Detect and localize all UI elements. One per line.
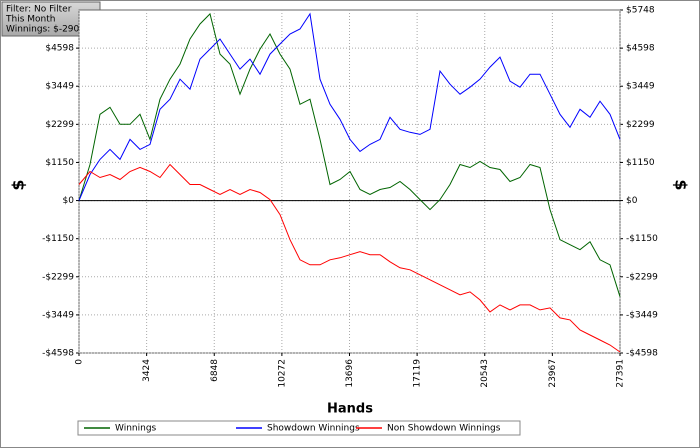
y-axis-label: $ <box>9 179 28 190</box>
y2-tick-label: -$1150 <box>626 234 658 244</box>
y-tick-label: -$2299 <box>42 272 74 282</box>
x-tick-label: 20543 <box>480 359 490 388</box>
y2-tick-label: $2299 <box>626 120 655 130</box>
y2-tick-label: $0 <box>626 196 638 206</box>
legend <box>77 420 521 436</box>
x-tick-label: 23967 <box>548 359 558 388</box>
x-tick-label: 17119 <box>413 359 423 388</box>
y2-tick-label: -$3449 <box>626 310 658 320</box>
y-tick-label: -$4598 <box>42 349 74 359</box>
filter-text: Winnings: $-2900.40 <box>6 25 100 35</box>
y-tick-label: $0 <box>63 196 75 206</box>
x-tick-label: 27391 <box>616 359 626 388</box>
y-tick-label: $1150 <box>45 158 74 168</box>
x-tick-label: 0 <box>75 359 85 365</box>
y-tick-label: -$1150 <box>42 234 74 244</box>
y2-tick-label: $4598 <box>626 44 655 54</box>
y2-tick-label: -$4598 <box>626 349 658 359</box>
x-tick-label: 3424 <box>142 359 152 382</box>
legend-label: Showdown Winnings <box>267 424 360 434</box>
y2-axis-label: $ <box>672 179 691 190</box>
y-tick-label: $4598 <box>45 44 74 54</box>
series-line <box>78 12 621 297</box>
legend-label: Non Showdown Winnings <box>387 424 501 434</box>
y2-tick-label: -$2299 <box>626 272 658 282</box>
series-line <box>78 12 621 201</box>
x-axis-label: Hands <box>327 402 373 417</box>
x-tick-label: 10272 <box>277 359 287 388</box>
series-line <box>78 163 621 353</box>
filter-text: Filter: No Filter <box>6 5 72 15</box>
x-tick-label: 6848 <box>210 359 220 382</box>
y2-tick-label: $3449 <box>626 82 655 92</box>
y-tick-label: -$3449 <box>42 310 74 320</box>
legend-label: Winnings <box>115 424 157 434</box>
y-tick-label: $2299 <box>45 120 74 130</box>
y2-tick-label: $5748 <box>626 6 655 16</box>
filter-text: This Month <box>5 15 55 25</box>
y2-tick-label: $1150 <box>626 158 655 168</box>
x-tick-label: 13696 <box>345 359 355 388</box>
y-tick-label: $3449 <box>45 82 74 92</box>
